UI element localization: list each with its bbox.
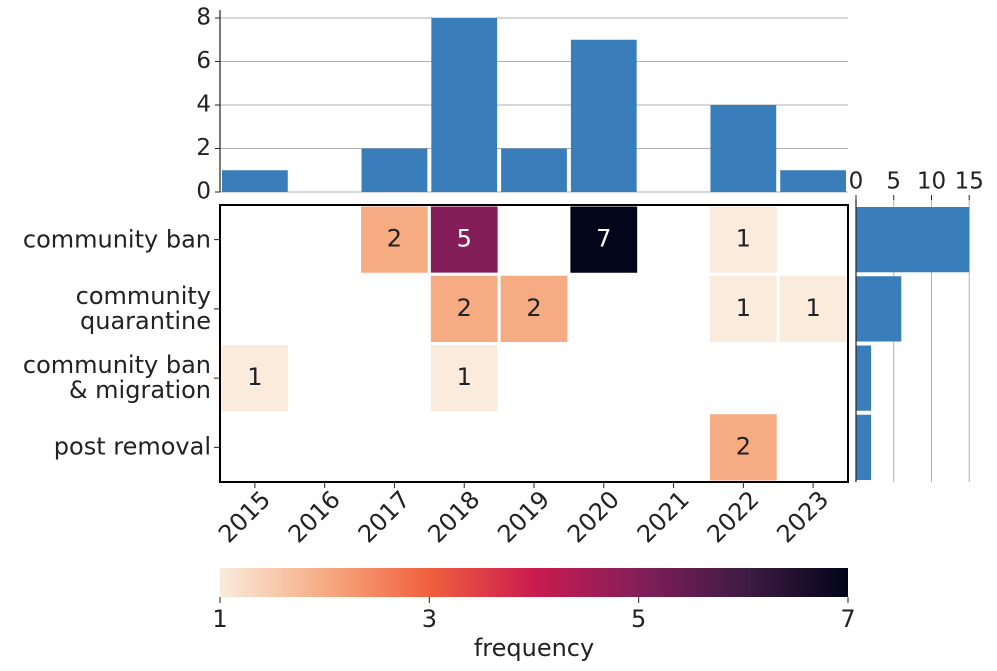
x-tick-label: 2023 [771, 485, 834, 548]
colorbar [220, 568, 848, 597]
cell-label: 2 [387, 225, 402, 253]
bar [780, 170, 846, 192]
bar [222, 170, 288, 192]
x-tick-label: 2020 [562, 485, 625, 548]
bar [710, 105, 777, 192]
y-tick-label: 8 [196, 5, 211, 31]
cell-label: 2 [736, 432, 751, 460]
y-tick-label: post removal [53, 432, 211, 461]
heatmap-cell [706, 203, 780, 276]
cell-label: 1 [736, 225, 751, 253]
heatmap-cell [427, 342, 501, 415]
colorbar-tick-label: 3 [422, 605, 437, 633]
x-tick-label: 2022 [702, 485, 765, 548]
heatmap-cell [706, 272, 780, 345]
bar [856, 276, 902, 342]
y-tick-label: community ban & migration [22, 351, 211, 405]
heatmap-cell [218, 342, 292, 415]
x-tick-label: 2016 [283, 485, 346, 548]
cell-label: 1 [247, 363, 262, 391]
y-tick-label: community quarantine [75, 281, 211, 335]
bar [570, 39, 637, 192]
y-tick-label: 2 [196, 135, 211, 161]
bar [856, 207, 970, 273]
cell-label: 7 [596, 225, 611, 253]
x-tick-label: 2015 [213, 485, 276, 548]
x-tick-label: 2019 [492, 485, 555, 548]
colorbar-tick-label: 1 [212, 605, 227, 633]
y-tick-label: 0 [196, 179, 211, 205]
colorbar-tick-label: 5 [631, 605, 646, 633]
heatmap-cell [358, 203, 431, 276]
colorbar-label: frequency [474, 634, 594, 662]
bar [501, 148, 567, 192]
heatmap-cell [567, 203, 641, 276]
x-tick-label: 2018 [422, 485, 485, 548]
x-tick-label: 15 [955, 169, 984, 195]
x-tick-label: 5 [886, 169, 901, 195]
y-tick-label: 4 [196, 92, 211, 118]
bar [856, 414, 872, 480]
x-tick-label: 10 [917, 169, 946, 195]
heatmap-cell [427, 203, 501, 276]
cell-label: 2 [526, 294, 541, 322]
heatmap-cell [706, 411, 780, 484]
cell-label: 1 [457, 363, 472, 391]
cell-label: 5 [457, 225, 472, 253]
x-tick-label: 0 [849, 169, 864, 195]
x-tick-label: 2021 [632, 485, 695, 548]
bar [361, 148, 428, 192]
cell-label: 1 [736, 294, 751, 322]
bar [856, 345, 872, 411]
cell-label: 2 [457, 294, 472, 322]
cell-label: 1 [805, 294, 820, 322]
colorbar-tick-label: 7 [840, 605, 855, 633]
y-tick-label: 6 [196, 48, 211, 74]
bar [431, 18, 498, 192]
y-tick-label: community ban [22, 225, 211, 254]
heatmap-cell [427, 272, 501, 345]
x-tick-label: 2017 [353, 485, 416, 548]
heatmap-cell [497, 272, 571, 345]
